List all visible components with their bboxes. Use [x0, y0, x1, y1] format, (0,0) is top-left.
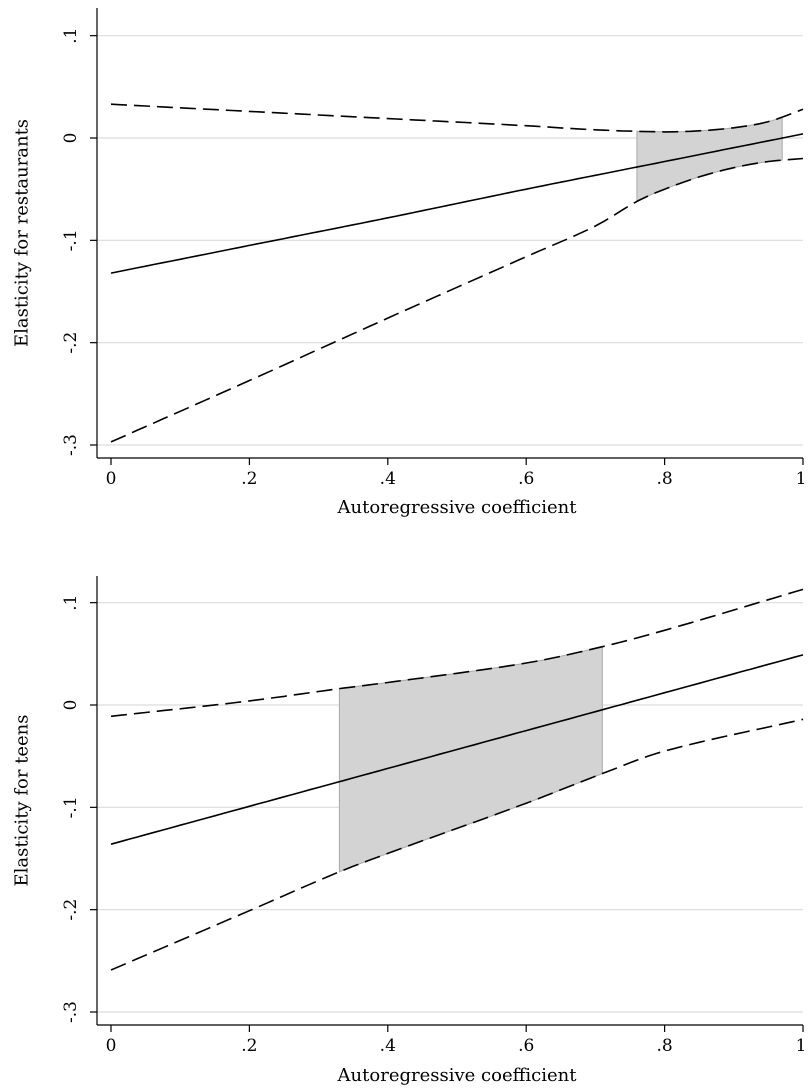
- y-axis-title: Elasticity for restaurants: [12, 119, 33, 347]
- x-tick-label: 1: [796, 469, 807, 489]
- x-axis-title: Autoregressive coefficient: [337, 497, 578, 518]
- y-tick-label: 0: [61, 133, 81, 144]
- y-tick-label: -.2: [61, 899, 81, 921]
- x-tick-label: .2: [241, 469, 257, 489]
- y-tick-label: -.2: [61, 332, 81, 354]
- y-axis-title: Elasticity for teens: [12, 714, 33, 886]
- restaurants-panel: -.3 -.2 -.1 0 .1 0 .2 .4 .6 .8 1 Autoregressive coe…: [12, 8, 807, 518]
- y-tick-label: -.1: [61, 796, 81, 818]
- upper-bound-line: [110, 588, 804, 718]
- y-tick-label: -.3: [61, 434, 81, 456]
- x-axis-title: Autoregressive coefficient: [337, 1065, 578, 1086]
- teens-panel: -.3 -.2 -.1 0 .1 0 .2 .4 .6 .8 1 Autoregressive coe…: [12, 576, 807, 1086]
- x-tick-label: .8: [656, 1036, 672, 1056]
- shaded-interval-region: [338, 646, 603, 873]
- x-tick-label: .8: [656, 469, 672, 489]
- lower-bound-line: [110, 718, 804, 971]
- x-tick-label: 1: [796, 1036, 807, 1056]
- estimate-line: [110, 654, 804, 845]
- y-tick-label: .1: [61, 28, 81, 44]
- y-tick-label: .1: [61, 595, 81, 611]
- upper-bound-line: [110, 103, 804, 133]
- y-tick-label: 0: [61, 700, 81, 711]
- y-tick-label: -.3: [61, 1001, 81, 1023]
- lower-bound-line: [110, 157, 804, 443]
- x-tick-label: 0: [106, 1036, 117, 1056]
- x-tick-label: 0: [106, 469, 117, 489]
- x-tick-label: .4: [380, 469, 396, 489]
- y-tick-label: -.1: [61, 229, 81, 251]
- estimate-line: [110, 133, 804, 274]
- x-tick-label: .4: [380, 1036, 396, 1056]
- x-tick-label: .6: [518, 1036, 534, 1056]
- x-tick-label: .6: [518, 469, 534, 489]
- x-tick-label: .2: [241, 1036, 257, 1056]
